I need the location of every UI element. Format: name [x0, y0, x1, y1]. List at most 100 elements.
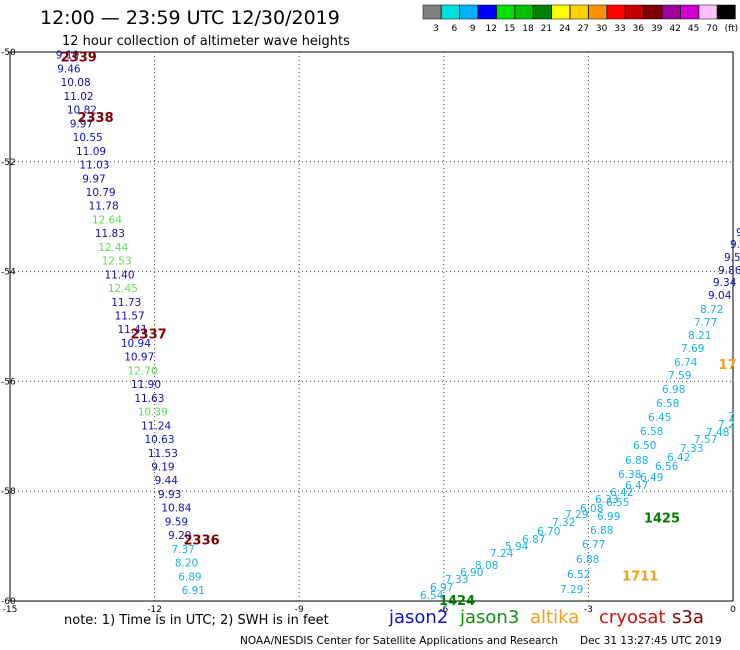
legend-label: 42	[669, 24, 680, 34]
wave-height-label: 8.20	[175, 558, 198, 570]
wave-height-label: 11.03	[79, 160, 109, 172]
wave-height-label: 11.78	[89, 201, 119, 213]
legend-swatch	[625, 4, 644, 20]
x-tick-label: -12	[147, 605, 162, 615]
legend-swatch	[441, 4, 460, 20]
wave-height-label: 6.33	[595, 494, 618, 506]
sat-cryosat: cryosat	[599, 607, 665, 628]
legend-swatch	[717, 4, 736, 20]
legend-label: 21	[541, 24, 552, 34]
wave-height-label: 10.39	[138, 407, 168, 419]
wave-height-label: 7.48	[706, 427, 729, 439]
wave-height-label: 6.90	[460, 567, 483, 579]
wave-height-label: 7.69	[681, 343, 704, 355]
x-tick-label: -3	[584, 605, 593, 615]
y-tick-label: -52	[1, 158, 16, 168]
wave-height-label: 6.49	[640, 472, 663, 484]
wave-height-label: 6.88	[625, 455, 648, 467]
wave-height-label: 6.77	[582, 539, 605, 551]
wave-height-label: 11.90	[131, 379, 161, 391]
legend-swatch	[496, 4, 515, 20]
wave-height-label: 10.55	[73, 132, 103, 144]
wave-height-label: 6.58	[656, 398, 679, 410]
y-tick-label: -60	[1, 597, 16, 607]
wave-height-label: 11.02	[64, 91, 94, 103]
legend-label: 18	[522, 24, 534, 34]
wave-height-label: 6.88	[590, 525, 613, 537]
wave-height-label: 12.44	[98, 242, 128, 254]
wave-height-label: 6.42	[610, 487, 633, 499]
wave-height-label: 6.47	[625, 480, 648, 492]
pass-number-label: 2337	[131, 328, 167, 343]
wave-height-label: 11.63	[134, 393, 164, 405]
legend-label: 9	[470, 24, 476, 34]
wave-height-label: 9.86	[718, 265, 740, 277]
plot-frame	[9, 51, 734, 602]
wave-height-label: 12.64	[92, 214, 122, 226]
wave-height-label: 6.97	[430, 582, 453, 594]
legend-label: 70	[706, 24, 718, 34]
y-tick-label: -54	[1, 268, 16, 278]
wave-height-label: 10.63	[144, 434, 174, 446]
wave-height-label: 9.19	[151, 461, 174, 473]
wave-height-label: 6.38	[618, 469, 641, 481]
wave-height-label: 7	[728, 411, 735, 423]
wave-height-label: 9.97	[82, 173, 105, 185]
sat-altika: altika	[530, 607, 579, 628]
pass-number-label: 1424	[439, 594, 475, 609]
y-tick-label: -50	[1, 48, 16, 58]
wave-height-label: 9.44	[155, 475, 179, 487]
legend-label: (ft)	[725, 24, 739, 34]
legend-swatch	[588, 4, 607, 20]
wave-height-label: 6.52	[567, 569, 590, 581]
wave-height-label: 9.20	[168, 530, 191, 542]
footnote: note: 1) Time is in UTC; 2) SWH is in fe…	[64, 613, 329, 628]
wave-height-label: 10.79	[86, 187, 116, 199]
legend-swatch	[680, 4, 699, 20]
axis-ticks: -15 -12 -9 -6 -3 0 -50 -52 -54 -56 -58 -60	[1, 48, 736, 615]
legend-label: 6	[452, 24, 458, 34]
wave-height-label: 7.2	[718, 419, 735, 431]
color-legend: 3 6 9 12 15 18 21 24 27 30 33 36 39 42 45 70 (ft)	[422, 4, 739, 34]
wave-height-label: 6.58	[640, 426, 663, 438]
wave-height-label: 7.57	[694, 434, 717, 446]
wave-height-label: 6.56	[655, 461, 679, 473]
wave-height-label: 10.97	[124, 352, 154, 364]
legend-swatch	[477, 4, 497, 20]
legend-label: 15	[504, 24, 515, 34]
y-tick-label: -56	[1, 377, 16, 387]
wave-height-label: 10.94	[121, 338, 151, 350]
footer-credit: NOAA/NESDIS Center for Satellite Applica…	[240, 635, 558, 647]
chart-title: 12:00 — 23:59 UTC 12/30/2019	[40, 7, 340, 29]
x-tick-label: -9	[295, 605, 304, 615]
wave-height-label: 12.70	[128, 365, 158, 377]
data-points: 9.109.4610.0811.0210.829.9710.5511.0911.…	[56, 50, 205, 597]
legend-swatch	[698, 4, 718, 20]
wave-height-label: 9	[736, 227, 740, 239]
wave-height-label: 6.55	[606, 497, 629, 509]
wave-height-label: 11.53	[148, 448, 178, 460]
wave-height-label: 7.77	[694, 317, 717, 329]
wave-height-label: 11.73	[111, 297, 141, 309]
pass-number-label: 2339	[61, 50, 97, 65]
wave-height-label: 7.29	[560, 584, 583, 596]
wave-height-label: 9.59	[165, 516, 188, 528]
wave-height-label: 8.72	[700, 304, 723, 316]
wave-height-label: 6.87	[522, 534, 545, 546]
x-tick-label: -6	[439, 605, 448, 615]
x-tick-label: 0	[730, 605, 736, 615]
legend-label: 12	[485, 24, 496, 34]
wave-height-label: 6.70	[537, 526, 560, 538]
wave-height-label: 6.91	[182, 585, 205, 597]
legend-label: 45	[688, 24, 699, 34]
wave-height-label: 9.46	[57, 63, 81, 75]
legend-label: 27	[577, 24, 588, 34]
plot-grid	[10, 52, 733, 601]
sat-jason2: jason2	[388, 607, 448, 628]
legend-label: 33	[614, 24, 625, 34]
legend-label: 39	[651, 24, 663, 34]
legend-swatch	[569, 4, 589, 20]
wave-height-label: 7.32	[552, 517, 575, 529]
legend-label: 3	[433, 24, 439, 34]
wave-height-label: 7.33	[680, 443, 703, 455]
